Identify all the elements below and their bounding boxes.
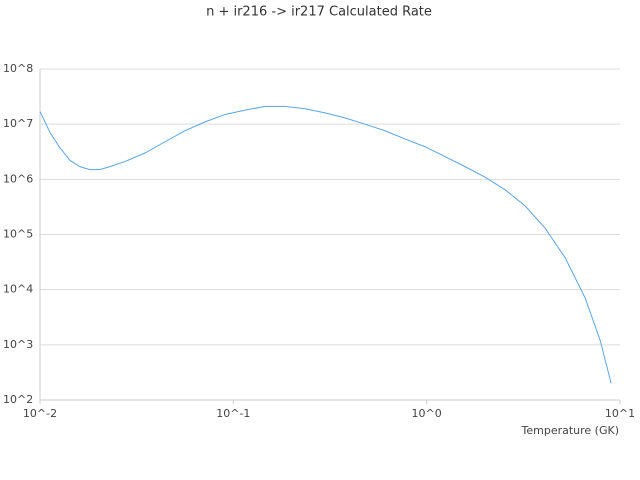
plot-band: [40, 344, 620, 400]
x-tick-label: 10^0: [412, 407, 442, 420]
x-axis-title: Temperature (GK): [521, 424, 620, 437]
plot-band: [40, 234, 620, 290]
plot-band: [40, 124, 620, 180]
x-tick-label: 10^-2: [23, 407, 57, 420]
y-tick-label: 10^8: [3, 62, 33, 75]
x-tick-label: 10^-1: [216, 407, 250, 420]
plot-bands: [40, 124, 620, 400]
y-tick-label: 10^6: [3, 172, 33, 185]
y-tick-label: 10^3: [3, 338, 33, 351]
x-tick-label: 10^1: [605, 407, 635, 420]
y-tick-label: 10^5: [3, 228, 33, 241]
data-line: [39, 105, 612, 384]
y-tick-label: 10^4: [3, 283, 33, 296]
y-tick-label: 10^7: [3, 117, 33, 130]
chart-title: n + ir216 -> ir217 Calculated Rate: [206, 5, 432, 20]
y-tick-label: 10^2: [3, 393, 33, 406]
